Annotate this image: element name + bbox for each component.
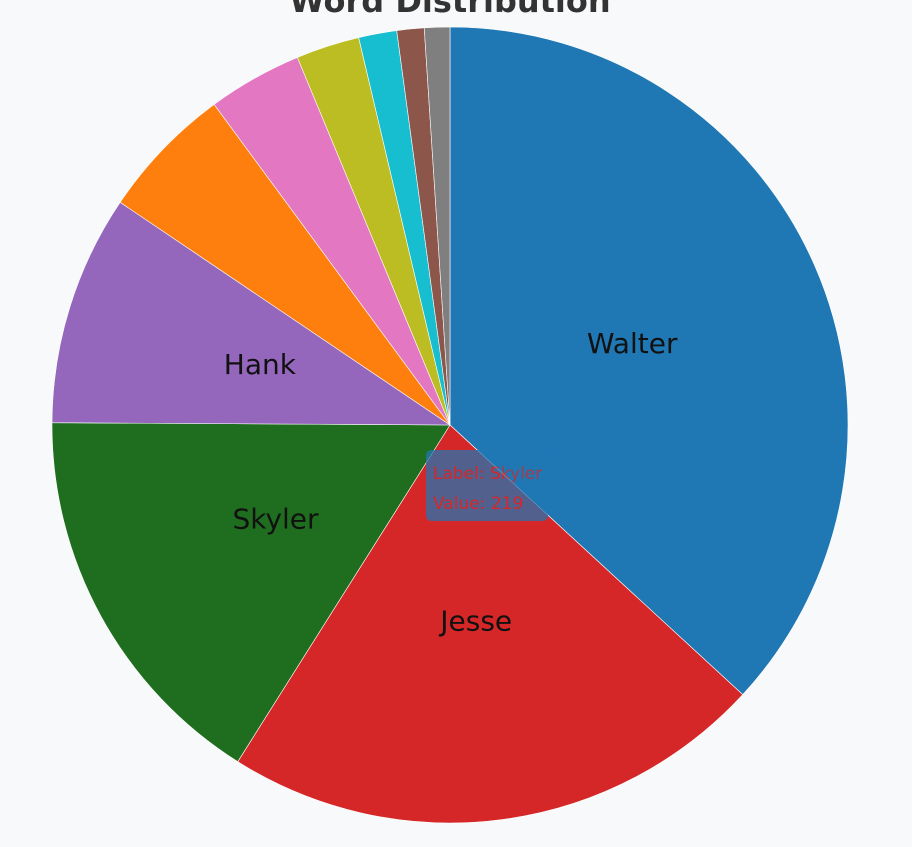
pie-slices [51,26,849,824]
slice-label-jesse: Jesse [438,604,512,637]
pie-slice-skyler[interactable] [51,422,451,763]
pie-slice-4[interactable] [119,104,451,426]
pie-slice-walter[interactable] [449,26,849,696]
pie-slice-9[interactable] [423,26,451,426]
pie-slice-hank[interactable] [51,201,451,426]
chart-title: Word Distribution [289,0,610,20]
slice-label-skyler: Skyler [232,503,319,536]
slice-label-hank: Hank [224,348,297,381]
chart-tooltip: Label: Skyler Value: 219 [426,450,548,521]
tooltip-value: Value: 219 [433,494,524,514]
pie-slice-jesse[interactable] [237,424,744,824]
pie-labels: Walter Jesse Skyler Hank [224,327,678,637]
slice-label-walter: Walter [587,327,678,360]
tooltip-label: Label: Skyler [433,464,543,484]
